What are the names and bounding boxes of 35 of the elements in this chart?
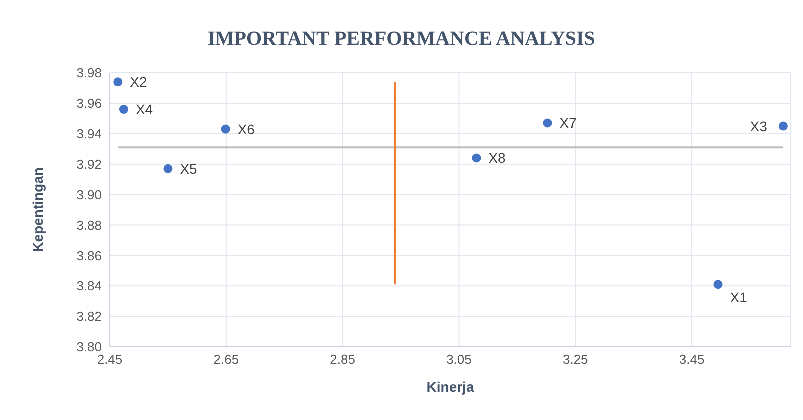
x-tick-label: 3.05: [446, 352, 472, 368]
point: [221, 124, 230, 134]
y-tick-label: 3.80: [76, 340, 102, 355]
y-tick-label: 3.96: [76, 96, 102, 112]
annotation: X7: [560, 115, 578, 132]
annotation: X3: [750, 118, 768, 134]
y-tick-label: 3.98: [76, 66, 102, 81]
point: [119, 105, 128, 114]
annotation: X5: [180, 160, 198, 177]
y-tick-label: 3.84: [76, 278, 102, 294]
x-tick-label: 2.85: [330, 352, 356, 368]
annotation: X4: [136, 102, 154, 118]
annotation: X6: [238, 121, 256, 138]
y-tick-label: 3.90: [76, 187, 102, 202]
x-tick-label: 3.45: [679, 352, 705, 368]
x-tick-label: 3.25: [562, 352, 588, 368]
point: [114, 78, 123, 87]
annotation: X1: [730, 290, 748, 306]
point: [472, 154, 482, 163]
y-tick-label: 3.82: [76, 309, 102, 324]
point: [714, 280, 723, 290]
y-tick-label: 3.86: [76, 248, 102, 264]
point: [164, 164, 173, 174]
y-axis-title: Kepentingan: [30, 168, 46, 252]
x-axis-title: Kinerja: [426, 379, 474, 395]
x-tick-label: 2.45: [97, 352, 123, 368]
annotation: X2: [130, 74, 148, 90]
y-tick-label: 3.88: [76, 218, 102, 233]
point: [778, 122, 788, 131]
annotation: X8: [488, 150, 506, 166]
chart-title: IMPORTANT PERFORMANCE ANALYSIS: [206, 27, 596, 52]
point: [543, 118, 552, 128]
x-tick-label: 2.65: [214, 352, 240, 368]
y-tick-label: 3.94: [76, 126, 102, 142]
y-tick-label: 3.92: [76, 156, 102, 172]
